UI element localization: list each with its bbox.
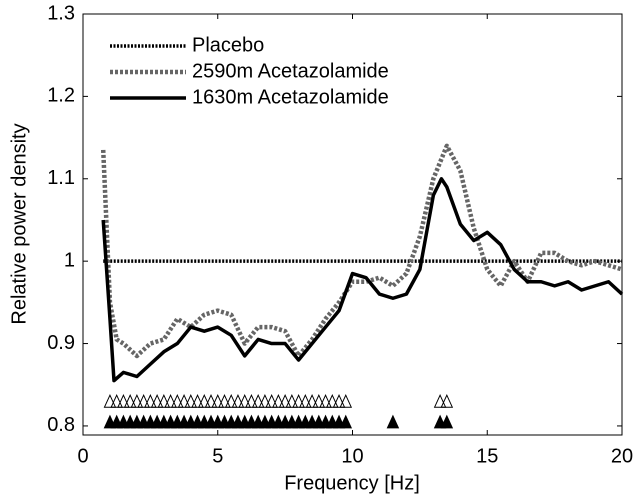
triangle-marker (433, 394, 447, 408)
triangle-marker (332, 394, 346, 408)
triangle-marker (191, 394, 204, 408)
plot-frame (82, 13, 623, 436)
triangle-marker (123, 394, 137, 408)
y-tick-label: 0.9 (47, 332, 75, 354)
triangle-marker (137, 394, 150, 408)
triangle-marker (339, 414, 353, 429)
triangle-marker (103, 394, 117, 408)
triangle-marker (204, 394, 218, 408)
triangle-marker (312, 394, 326, 408)
y-tick-label: 1.3 (47, 2, 75, 24)
triangle-marker (258, 394, 272, 408)
line (101, 177, 624, 383)
triangle-marker (231, 394, 245, 408)
x-axis-label: Frequency [Hz] (284, 472, 420, 494)
triangle-marker (130, 394, 144, 408)
triangle-marker (251, 394, 265, 408)
triangle-marker (440, 394, 454, 408)
triangle-marker (224, 394, 238, 408)
triangle-marker (117, 394, 130, 408)
triangle-marker (326, 394, 339, 408)
y-axis-label: Relative power density (8, 123, 30, 324)
y-tick-label: 1.2 (47, 85, 75, 107)
line (100, 143, 623, 359)
y-tick-label: 1 (64, 249, 75, 271)
triangle-marker (299, 394, 312, 408)
triangle-marker (440, 414, 454, 429)
y-tick-label: 1.1 (47, 167, 75, 189)
triangle-marker (285, 394, 299, 408)
triangle-marker (211, 394, 225, 408)
triangle-marker (386, 414, 400, 429)
legend-label: 2590m Acetazolamide (192, 60, 389, 82)
triangle-marker (238, 394, 251, 408)
triangle-marker (218, 394, 231, 408)
triangle-marker (171, 394, 184, 408)
triangle-marker (110, 394, 123, 408)
triangle-marker (184, 394, 198, 408)
x-tick-label: 5 (212, 445, 223, 467)
x-tick-label: 10 (341, 445, 363, 467)
triangle-marker (292, 394, 305, 408)
triangle-marker (197, 394, 211, 408)
triangle-marker (164, 394, 177, 408)
triangle-marker (144, 394, 157, 408)
legend-label: Placebo (192, 34, 264, 56)
triangle-marker (265, 394, 278, 408)
triangle-marker (278, 394, 292, 408)
triangle-marker (157, 394, 171, 408)
triangle-marker (177, 394, 191, 408)
triangle-marker (245, 394, 258, 408)
triangle-marker (150, 394, 164, 408)
x-tick-label: 0 (77, 445, 88, 467)
legend-label: 1630m Acetazolamide (192, 86, 389, 108)
triangle-marker (319, 394, 332, 408)
x-tick-label: 15 (476, 445, 498, 467)
x-tick-label: 20 (611, 445, 633, 467)
triangle-marker (305, 394, 319, 408)
triangle-marker (272, 394, 285, 408)
y-tick-label: 0.8 (47, 414, 75, 436)
triangle-marker (339, 394, 353, 408)
